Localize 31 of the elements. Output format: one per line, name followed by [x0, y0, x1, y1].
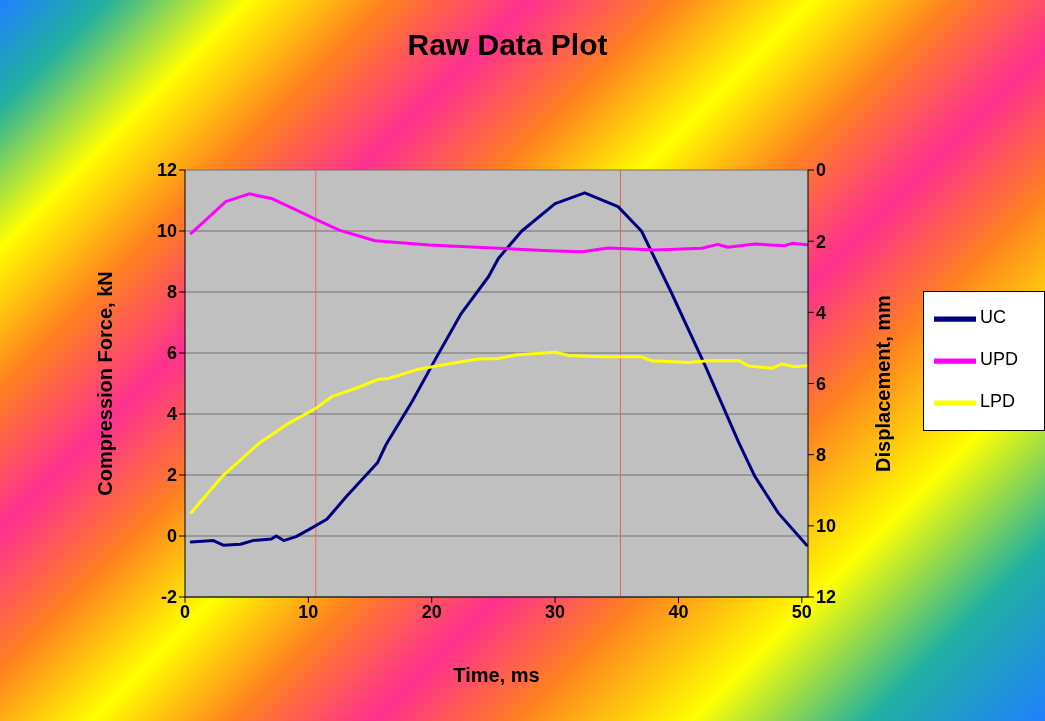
y2-tick-label: 10 [816, 516, 837, 537]
y2-tick-label: 4 [816, 302, 827, 323]
y-axis-title: Compression Force, kN [94, 271, 117, 496]
y2-tick-label: 8 [816, 445, 827, 466]
legend-label: LPD [980, 390, 1016, 411]
x-tick-label: 10 [298, 601, 319, 622]
y-tick-label: 0 [166, 526, 177, 547]
y-tick-label: 4 [166, 404, 177, 425]
y2-tick-label: 0 [816, 160, 827, 181]
x-tick-label: 20 [421, 601, 442, 622]
x-tick-label: 40 [668, 601, 689, 622]
chart-title: Raw Data Plot [406, 28, 609, 62]
line-series [189, 191, 808, 547]
y-tick-label: 12 [156, 160, 177, 181]
x-tick-label: 30 [545, 601, 566, 622]
y-tick-label: 8 [166, 282, 177, 303]
line-series [189, 192, 808, 254]
y2-axis-title: Displacement, mm [872, 295, 895, 472]
y2-tick-label: 2 [816, 231, 827, 252]
y2-tick-label: 6 [816, 373, 827, 394]
x-tick-label: 0 [179, 601, 191, 622]
legend-label: UC [980, 306, 1006, 327]
y-tick-label: 10 [156, 221, 177, 242]
x-tick-label: 50 [791, 601, 812, 622]
y2-tick-label: 12 [816, 587, 837, 608]
y-tick-label: 6 [166, 343, 177, 364]
x-axis-title: Time, ms [453, 664, 540, 686]
y-tick-label: -2 [160, 587, 177, 608]
line-series [189, 350, 808, 515]
y-tick-label: 2 [166, 465, 177, 486]
legend-label: UPD [980, 348, 1019, 369]
